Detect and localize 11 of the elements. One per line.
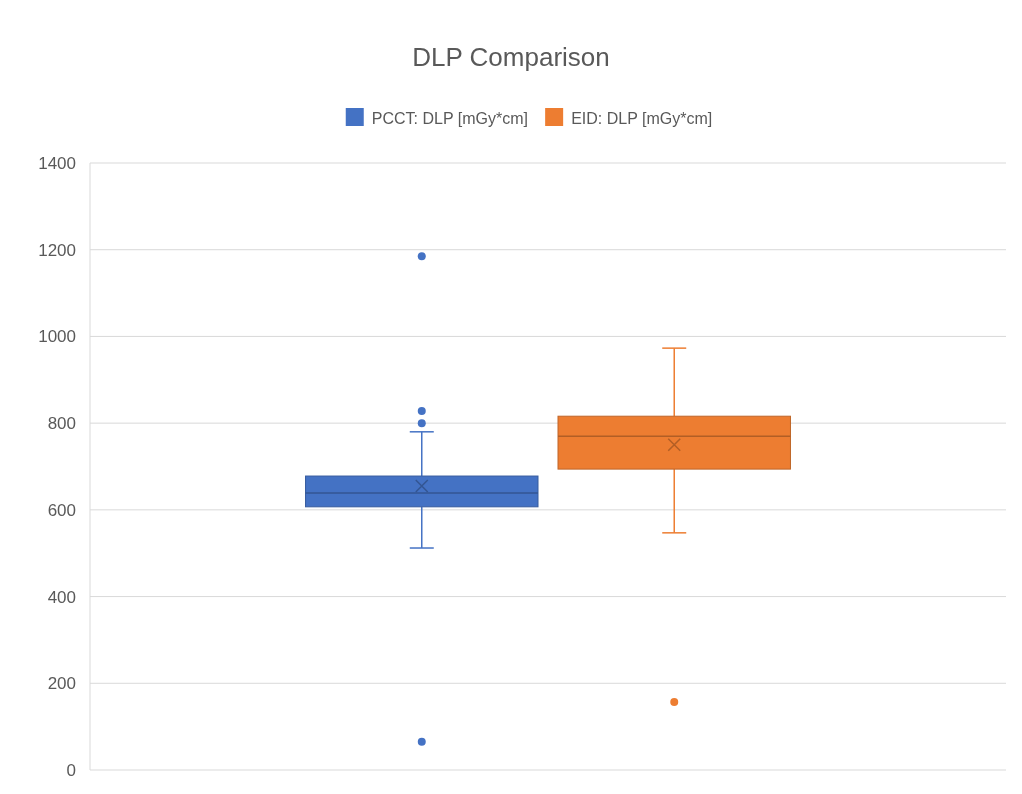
y-tick-label: 1200 xyxy=(38,240,76,260)
y-tick-label: 600 xyxy=(47,500,76,520)
y-tick-label: 1000 xyxy=(38,327,76,347)
y-tick-label: 400 xyxy=(47,587,76,607)
legend-label: PCCT: DLP [mGy*cm] xyxy=(371,109,528,127)
chart-title: DLP Comparison xyxy=(412,42,610,72)
legend-label: EID: DLP [mGy*cm] xyxy=(571,109,713,127)
y-tick-label: 1400 xyxy=(38,153,76,173)
y-tick-label: 800 xyxy=(47,414,76,434)
y-tick-label: 200 xyxy=(47,674,76,694)
y-tick-label: 0 xyxy=(66,760,76,780)
